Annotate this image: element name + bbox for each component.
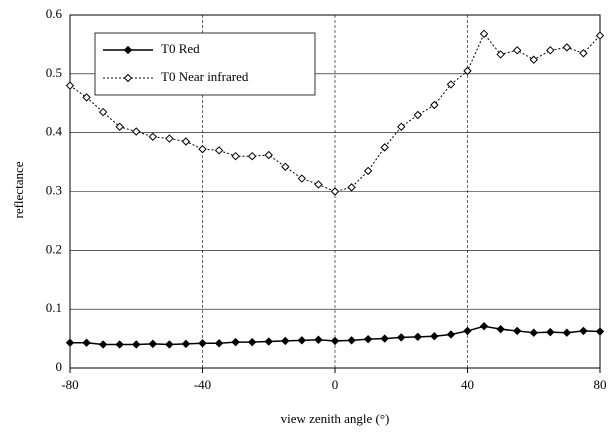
x-tick-label: -80 xyxy=(61,377,78,392)
data-point xyxy=(297,336,307,345)
data-point xyxy=(562,328,572,337)
data-point xyxy=(562,43,572,52)
data-point xyxy=(82,338,91,347)
data-point xyxy=(65,81,75,90)
data-point xyxy=(380,334,389,343)
data-point xyxy=(115,122,124,131)
data-point xyxy=(546,327,555,337)
y-axis-label: reflectance xyxy=(11,161,26,218)
x-tick-label: 0 xyxy=(332,377,339,392)
data-point xyxy=(595,31,605,40)
data-point xyxy=(198,339,207,348)
data-point xyxy=(529,328,538,337)
data-point xyxy=(479,322,489,331)
data-point xyxy=(214,146,224,155)
data-point xyxy=(82,93,91,102)
data-point xyxy=(463,66,472,76)
y-tick-label: 0 xyxy=(56,359,63,374)
data-point xyxy=(132,127,141,136)
data-point xyxy=(314,335,323,344)
y-tick-label: 0.6 xyxy=(46,6,63,21)
data-point xyxy=(595,327,605,336)
legend-marker xyxy=(123,45,133,55)
data-point xyxy=(363,334,373,344)
data-point xyxy=(330,336,340,346)
data-point xyxy=(413,332,423,342)
data-point xyxy=(546,46,555,55)
data-point xyxy=(463,326,472,336)
data-point xyxy=(165,134,174,143)
data-point xyxy=(363,166,373,176)
y-tick-label: 0.1 xyxy=(46,300,62,315)
data-point xyxy=(430,100,439,110)
data-point xyxy=(198,144,207,154)
y-tick-label: 0.2 xyxy=(46,241,62,256)
data-point xyxy=(397,122,406,131)
data-point xyxy=(98,340,108,349)
data-point xyxy=(264,337,273,346)
data-point xyxy=(446,330,456,339)
series-line xyxy=(69,32,601,193)
data-point xyxy=(496,324,505,334)
data-point xyxy=(165,340,174,349)
data-point xyxy=(579,49,588,58)
data-point xyxy=(148,339,158,349)
data-point xyxy=(148,132,158,141)
data-point xyxy=(132,340,141,349)
data-point xyxy=(579,326,588,336)
y-tick-label: 0.5 xyxy=(46,65,62,80)
data-point xyxy=(264,150,273,160)
data-point xyxy=(430,332,439,341)
data-point xyxy=(314,180,323,189)
data-point xyxy=(181,339,191,349)
data-point xyxy=(446,80,456,89)
y-tick-label: 0.4 xyxy=(46,124,63,139)
data-point xyxy=(181,137,191,146)
data-point xyxy=(380,143,389,152)
data-point xyxy=(247,337,257,347)
plot-frame xyxy=(69,14,601,369)
data-point xyxy=(297,174,307,183)
data-point xyxy=(529,55,538,64)
data-point xyxy=(347,183,356,192)
x-axis-label: view zenith angle (°) xyxy=(281,411,390,426)
data-point xyxy=(281,162,290,171)
data-point xyxy=(231,337,240,347)
data-point xyxy=(214,339,224,348)
legend-label: T0 Red xyxy=(161,41,200,56)
data-point xyxy=(98,107,108,117)
data-point xyxy=(281,336,290,346)
legend-label: T0 Near infrared xyxy=(161,69,249,84)
data-point xyxy=(247,151,257,161)
data-point xyxy=(496,50,505,59)
data-point xyxy=(231,151,240,161)
data-point xyxy=(347,336,356,345)
x-tick-label: 80 xyxy=(594,377,607,392)
data-point xyxy=(397,333,406,342)
data-point xyxy=(479,29,489,39)
data-point xyxy=(413,110,423,120)
x-tick-label: -40 xyxy=(194,377,211,392)
data-point xyxy=(65,338,75,347)
data-point xyxy=(512,326,522,336)
data-point xyxy=(512,46,522,55)
x-tick-label: 40 xyxy=(461,377,474,392)
y-tick-label: 0.3 xyxy=(46,182,62,197)
legend-marker xyxy=(123,73,133,83)
data-point xyxy=(330,187,340,196)
data-point xyxy=(115,340,124,349)
legend-box xyxy=(94,32,316,96)
